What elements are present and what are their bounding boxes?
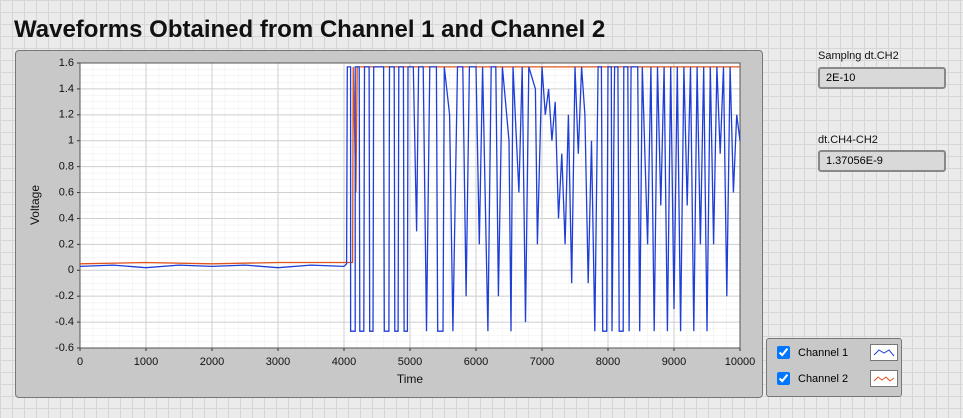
legend-label: Channel 2 [798, 372, 849, 385]
x-tick-label: 9000 [662, 356, 686, 368]
legend: Channel 1 Channel 2 [766, 338, 902, 397]
y-axis-label: Voltage [28, 185, 42, 225]
indicator-label: dt.CH4-CH2 [818, 134, 878, 146]
y-tick-label: 0.2 [59, 238, 74, 250]
y-tick-label: -0.4 [55, 316, 74, 328]
y-tick-label: 1.2 [59, 109, 74, 121]
x-tick-label: 6000 [464, 356, 488, 368]
indicator-value: 2E-10 [818, 67, 946, 89]
x-tick-label: 1000 [134, 356, 158, 368]
y-tick-label: 1.6 [59, 57, 74, 69]
checkbox[interactable] [777, 372, 790, 385]
x-tick-label: 5000 [398, 356, 422, 368]
legend-swatch [870, 370, 898, 387]
x-tick-label: 10000 [725, 356, 756, 368]
legend-entry: Channel 2 [777, 370, 898, 387]
swatch-line [873, 349, 895, 357]
indicator-value: 1.37056E-9 [818, 150, 946, 172]
x-tick-label: 0 [77, 356, 83, 368]
indicator-label: Samplng dt.CH2 [818, 50, 899, 62]
y-tick-label: 0 [68, 264, 74, 276]
x-tick-label: 3000 [266, 356, 290, 368]
y-tick-label: 0.4 [59, 212, 74, 224]
y-tick-label: 1 [68, 135, 74, 147]
swatch-line [873, 376, 895, 382]
legend-swatch [870, 344, 898, 361]
x-axis-label: Time [397, 372, 424, 386]
panel-title: Waveforms Obtained from Channel 1 and Ch… [14, 16, 606, 43]
series-line [79, 66, 741, 332]
checkbox[interactable] [777, 346, 790, 359]
x-tick-label: 4000 [332, 356, 356, 368]
y-tick-label: 1.4 [59, 83, 74, 95]
series-line [79, 66, 740, 265]
y-tick-label: 0.6 [59, 186, 74, 198]
y-tick-label: -0.2 [55, 290, 74, 302]
x-tick-label: 7000 [530, 356, 554, 368]
legend-entry: Channel 1 [777, 344, 898, 361]
y-tick-label: 0.8 [59, 161, 74, 173]
y-tick-label: -0.6 [55, 342, 74, 354]
x-tick-label: 8000 [596, 356, 620, 368]
plot-border [79, 62, 741, 349]
x-tick-label: 2000 [200, 356, 224, 368]
legend-label: Channel 1 [798, 346, 849, 359]
